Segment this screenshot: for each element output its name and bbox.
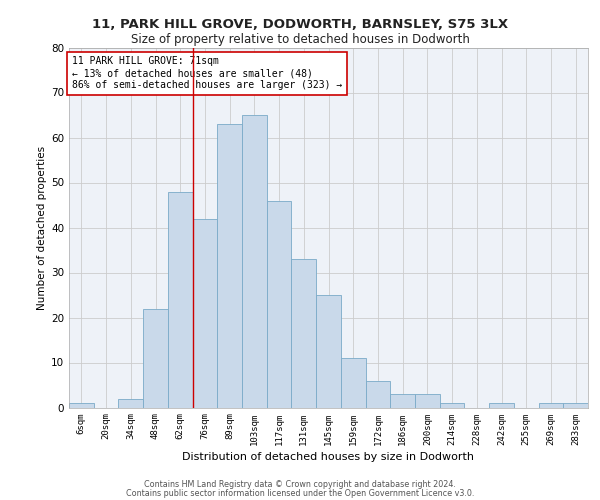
Bar bbox=[118, 398, 143, 407]
Text: 11, PARK HILL GROVE, DODWORTH, BARNSLEY, S75 3LX: 11, PARK HILL GROVE, DODWORTH, BARNSLEY,… bbox=[92, 18, 508, 30]
Bar bbox=[415, 394, 440, 407]
Bar bbox=[292, 259, 316, 408]
Y-axis label: Number of detached properties: Number of detached properties bbox=[37, 146, 47, 310]
Bar bbox=[316, 295, 341, 408]
Bar bbox=[563, 403, 588, 407]
Bar bbox=[193, 218, 217, 408]
X-axis label: Distribution of detached houses by size in Dodworth: Distribution of detached houses by size … bbox=[182, 452, 475, 462]
Bar bbox=[390, 394, 415, 407]
Bar bbox=[242, 115, 267, 408]
Bar bbox=[539, 403, 563, 407]
Bar bbox=[143, 308, 168, 408]
Bar bbox=[341, 358, 365, 408]
Text: Size of property relative to detached houses in Dodworth: Size of property relative to detached ho… bbox=[131, 32, 469, 46]
Bar bbox=[440, 403, 464, 407]
Bar bbox=[217, 124, 242, 408]
Bar bbox=[69, 403, 94, 407]
Bar bbox=[168, 192, 193, 408]
Bar bbox=[365, 380, 390, 407]
Text: Contains public sector information licensed under the Open Government Licence v3: Contains public sector information licen… bbox=[126, 488, 474, 498]
Text: 11 PARK HILL GROVE: 71sqm
← 13% of detached houses are smaller (48)
86% of semi-: 11 PARK HILL GROVE: 71sqm ← 13% of detac… bbox=[71, 56, 342, 90]
Bar bbox=[267, 200, 292, 408]
Bar bbox=[489, 403, 514, 407]
Text: Contains HM Land Registry data © Crown copyright and database right 2024.: Contains HM Land Registry data © Crown c… bbox=[144, 480, 456, 489]
